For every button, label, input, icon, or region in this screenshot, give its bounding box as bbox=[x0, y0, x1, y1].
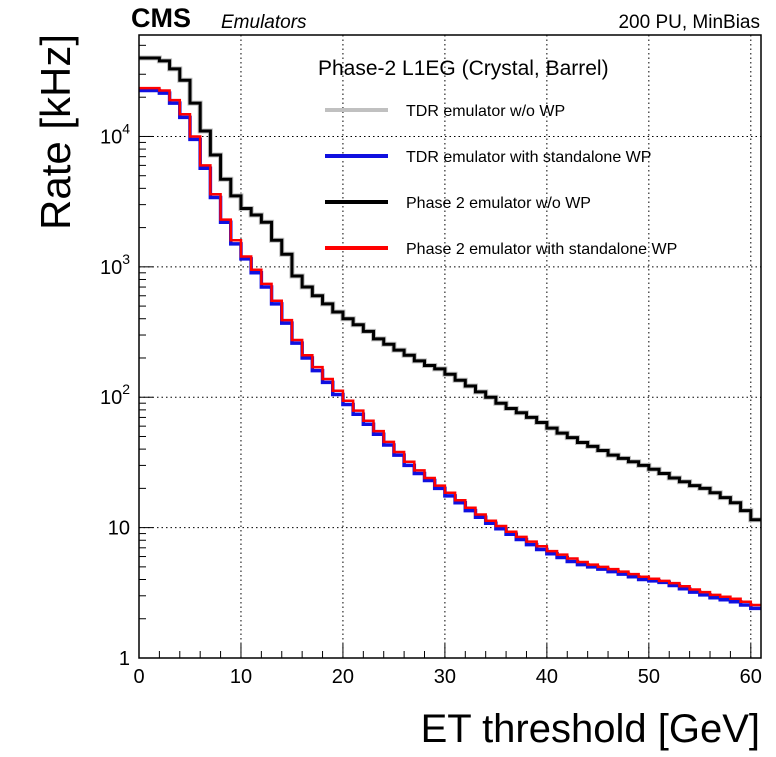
x-axis-title: ET threshold [GeV] bbox=[421, 707, 760, 751]
x-tick-label: 40 bbox=[536, 666, 558, 688]
experiment-label: CMS bbox=[131, 3, 191, 33]
y-tick-base: 1 bbox=[119, 648, 130, 670]
x-tick-label: 20 bbox=[332, 666, 354, 688]
legend-label: Phase 2 emulator w/o WP bbox=[406, 195, 591, 212]
legend: Phase-2 L1EG (Crystal, Barrel) TDR emula… bbox=[318, 57, 677, 258]
y-tick-base: 10 bbox=[100, 387, 122, 409]
series-group bbox=[139, 55, 761, 611]
y-tick-exponent: 4 bbox=[122, 120, 130, 136]
series-line-1 bbox=[139, 55, 761, 523]
subtitle-label: Emulators bbox=[221, 12, 307, 33]
y-tick-exponent: 3 bbox=[122, 251, 130, 267]
x-tick-label: 60 bbox=[740, 666, 762, 688]
x-tick-label: 30 bbox=[434, 666, 456, 688]
legend-entry: TDR emulator w/o WP bbox=[325, 103, 565, 120]
y-axis-title: Rate [kHz] bbox=[32, 34, 79, 230]
legend-label: TDR emulator with standalone WP bbox=[406, 149, 651, 166]
legend-label: TDR emulator w/o WP bbox=[406, 103, 565, 120]
series-line-2 bbox=[139, 88, 761, 611]
legend-entry: Phase 2 emulator w/o WP bbox=[325, 195, 591, 212]
grid-lines bbox=[139, 35, 761, 658]
y-tick-exponent: 2 bbox=[122, 381, 130, 397]
conditions-label: 200 PU, MinBias bbox=[618, 12, 760, 33]
plot-frame bbox=[138, 34, 762, 659]
x-tick-label: 10 bbox=[230, 666, 252, 688]
y-tick-base: 10 bbox=[108, 518, 130, 540]
series-line-4 bbox=[139, 86, 761, 607]
y-tick-label: 1 bbox=[119, 648, 130, 670]
y-tick-label: 103 bbox=[100, 251, 130, 279]
legend-entry: TDR emulator with standalone WP bbox=[325, 149, 651, 166]
legend-entry: Phase 2 emulator with standalone WP bbox=[325, 241, 677, 258]
y-tick-label: 102 bbox=[100, 381, 130, 409]
y-tick-base: 10 bbox=[100, 126, 122, 148]
y-tick-base: 10 bbox=[100, 257, 122, 279]
y-tick-label: 104 bbox=[100, 120, 130, 148]
y-tick-label: 10 bbox=[108, 518, 130, 540]
x-tick-label: 50 bbox=[638, 666, 660, 688]
legend-title: Phase-2 L1EG (Crystal, Barrel) bbox=[318, 57, 609, 80]
legend-label: Phase 2 emulator with standalone WP bbox=[406, 241, 677, 258]
series-line-3 bbox=[139, 56, 761, 522]
x-tick-label: 0 bbox=[133, 666, 144, 688]
